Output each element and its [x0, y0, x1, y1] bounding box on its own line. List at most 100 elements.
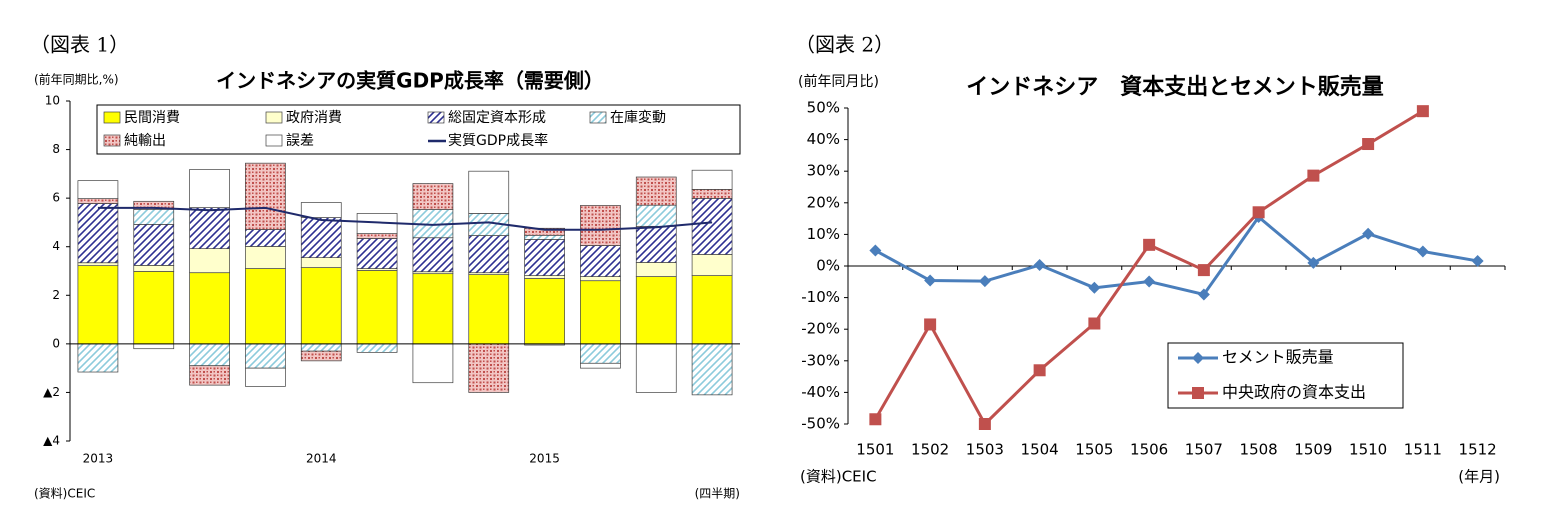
- x-tick-label: 1506: [1130, 441, 1168, 459]
- x-tick-label: 1505: [1075, 441, 1113, 459]
- bar-segment: [133, 208, 175, 225]
- marker: [1471, 254, 1484, 267]
- bar-segment: [468, 343, 510, 393]
- legend-swatch: [589, 111, 607, 124]
- bar-segment: [245, 367, 286, 387]
- marker: [1143, 238, 1156, 251]
- bar-segment: [580, 280, 621, 345]
- bar-segment: [635, 343, 677, 393]
- bar-segment: [189, 343, 230, 367]
- bar-segment: [635, 276, 677, 345]
- source: (資料)CEIC: [34, 487, 95, 501]
- y-tick-label: ▲4: [43, 434, 60, 448]
- legend-label: 在庫変動: [610, 109, 666, 126]
- x-tick-label: 1503: [966, 441, 1004, 459]
- x-tick-label: 1502: [911, 441, 949, 459]
- bar-segment: [300, 350, 342, 362]
- y-tick-label: 6: [52, 191, 60, 205]
- x-tick-label: 1511: [1404, 441, 1442, 459]
- bar-segment: [524, 234, 565, 240]
- marker: [1307, 169, 1320, 182]
- x-tick-label: 1501: [856, 441, 894, 459]
- marker: [978, 418, 991, 430]
- x-axis-label: (四半期): [695, 487, 740, 501]
- bar-segment: [691, 254, 733, 276]
- y-tick-label: -30%: [801, 351, 840, 369]
- marker: [1252, 206, 1265, 219]
- x-tick-label: 1508: [1240, 441, 1278, 459]
- legend-swatch: [103, 134, 121, 147]
- chart-title: インドネシア 資本支出とセメント販売量: [966, 74, 1384, 100]
- y-tick-label: 30%: [807, 162, 840, 180]
- bar-segment: [524, 275, 565, 279]
- x-tick-label: 1504: [1021, 441, 1059, 459]
- bar-segment: [635, 262, 677, 277]
- legend-box: [1167, 342, 1404, 409]
- bar-segment: [300, 202, 342, 218]
- legend-label: 民間消費: [124, 110, 180, 126]
- bar-segment: [77, 265, 119, 345]
- bar-segment: [691, 169, 733, 190]
- bar-segment: [77, 262, 119, 267]
- marker: [1088, 281, 1101, 294]
- bar-segment: [189, 169, 230, 208]
- x-tick-label: 2015: [529, 452, 560, 466]
- legend-swatch: [427, 111, 445, 124]
- marker: [978, 275, 991, 288]
- y-tick-label: -20%: [801, 320, 840, 338]
- marker: [1197, 264, 1210, 277]
- bar-segment: [580, 205, 621, 246]
- bar-segment: [133, 224, 175, 266]
- y-tick-label: 0%: [816, 257, 840, 275]
- bar-segment: [133, 343, 175, 350]
- chart-title: インドネシアの実質GDP成長率（需要側）: [216, 69, 604, 93]
- bar-segment: [133, 271, 175, 345]
- bar-segment: [580, 362, 621, 369]
- figure-header: （図表 2）: [795, 33, 894, 57]
- source: (資料)CEIC: [800, 468, 877, 486]
- y-tick-label: 20%: [807, 193, 840, 211]
- bar-segment: [468, 274, 510, 345]
- bar-segment: [524, 239, 565, 276]
- bar-segment: [580, 245, 621, 277]
- bar-segment: [356, 343, 398, 353]
- x-tick-label: 1512: [1459, 441, 1497, 459]
- bar-segment: [580, 276, 621, 282]
- bar-segment: [524, 278, 565, 345]
- bar-segment: [77, 203, 119, 264]
- legend-swatch: [103, 111, 121, 124]
- bar-segment: [468, 235, 510, 274]
- legend-label: 政府消費: [286, 110, 342, 126]
- bar-segment: [691, 189, 733, 199]
- marker: [1307, 256, 1320, 269]
- marker: [1143, 275, 1156, 288]
- bar-segment: [580, 343, 621, 364]
- bar-segment: [133, 265, 175, 272]
- bar-segment: [189, 248, 230, 274]
- legend-label: セメント販売量: [1222, 348, 1334, 367]
- x-axis-label: (年月): [1458, 468, 1500, 486]
- legend-box: [96, 104, 741, 155]
- legend-swatch: [265, 134, 283, 147]
- x-tick-label: 2013: [83, 452, 114, 466]
- y-axis-label: (前年同期比,%): [34, 72, 119, 87]
- marker: [1197, 288, 1210, 301]
- bar-segment: [189, 272, 230, 345]
- bar-segment: [524, 227, 565, 236]
- marker: [1416, 245, 1429, 258]
- legend-label: 総固定資本形成: [448, 110, 546, 126]
- bar-segment: [245, 268, 286, 345]
- y-tick-label: -40%: [801, 383, 840, 401]
- bar-segment: [356, 270, 398, 345]
- bar-segment: [300, 343, 342, 352]
- x-tick-label: 1507: [1185, 441, 1223, 459]
- bar-segment: [691, 198, 733, 255]
- bar-segment: [468, 170, 510, 214]
- line-series: [97, 206, 713, 231]
- bar-segment: [412, 343, 454, 384]
- y-tick-label: 4: [52, 239, 60, 253]
- bar-segment: [300, 257, 342, 268]
- marker: [1416, 105, 1429, 118]
- y-tick-label: -10%: [801, 288, 840, 306]
- bar-segment: [245, 229, 286, 247]
